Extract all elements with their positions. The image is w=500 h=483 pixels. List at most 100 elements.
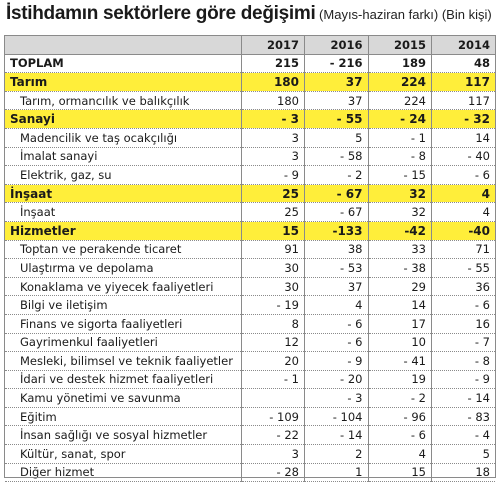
value-cell: -133 xyxy=(304,221,368,241)
row-label: Sanayi xyxy=(5,109,241,129)
table-row: Finans ve sigorta faaliyetleri 8- 6 17 16 xyxy=(5,314,495,334)
row-label: Mesleki, bilimsel ve teknik faaliyetler xyxy=(5,351,241,371)
value-cell: 180 xyxy=(240,72,305,92)
row-label: İdari ve destek hizmet faaliyetleri xyxy=(5,370,241,390)
value-cell: - 1 xyxy=(240,370,305,390)
table-row: İdari ve destek hizmet faaliyetleri - 1- … xyxy=(5,370,495,390)
value-cell: - 19 xyxy=(240,295,305,315)
value-cell: 3 xyxy=(240,147,305,167)
value-cell: - 2 xyxy=(367,388,432,408)
employment-table: 2017 2016 2015 2014 TOPLAM 215- 216 189 48 T… xyxy=(5,36,495,483)
value-cell: - 22 xyxy=(240,425,305,446)
sector-row: Sanayi - 3- 55- 24- 32 xyxy=(5,109,495,129)
value-cell: - 55 xyxy=(431,258,495,278)
title-subtitle: (Mayıs-haziran farkı) (Bin kişi) xyxy=(315,7,492,22)
value-cell: 38 xyxy=(304,240,368,260)
table-title: İstihdamın sektörlere göre değişimi (May… xyxy=(6,3,496,29)
value-cell: - 6 xyxy=(367,425,432,446)
table-row: İnşaat 25- 67 32 4 xyxy=(5,202,495,222)
value-cell: 10 xyxy=(367,333,432,353)
value-cell: 8 xyxy=(240,314,305,334)
value-cell: 20 xyxy=(240,351,305,371)
value-cell: - 14 xyxy=(431,388,495,408)
value-cell: - 40 xyxy=(431,147,495,167)
value-cell xyxy=(240,388,305,408)
value-cell: 224 xyxy=(367,91,432,111)
value-cell: 16 xyxy=(431,314,495,334)
table-row: Konaklama ve yiyecek faaliyetleri 30 37 29 3… xyxy=(5,277,495,297)
value-cell: 4 xyxy=(304,295,368,315)
value-cell: - 8 xyxy=(431,351,495,371)
value-cell: - 1 xyxy=(367,128,432,148)
value-cell: 4 xyxy=(431,202,495,222)
header-year: 2017 xyxy=(240,36,305,55)
table-row: Elektrik, gaz, su - 9- 2- 15- 6 xyxy=(5,165,495,185)
value-cell: -40 xyxy=(431,221,495,241)
value-cell: 117 xyxy=(431,91,495,111)
row-label: Gayrimenkul faaliyetleri xyxy=(5,333,241,353)
value-cell: 180 xyxy=(240,91,305,111)
value-cell: - 55 xyxy=(304,109,368,129)
value-cell: 37 xyxy=(304,72,368,92)
row-label: TOPLAM xyxy=(5,54,241,74)
value-cell: - 9 xyxy=(431,370,495,390)
value-cell: - 41 xyxy=(367,351,432,371)
row-label: Kültür, sanat, spor xyxy=(5,444,241,464)
row-label: İnşaat xyxy=(5,184,241,204)
value-cell: 5 xyxy=(304,128,368,148)
value-cell: 25 xyxy=(240,184,305,204)
row-label: Hizmetler xyxy=(5,221,241,241)
value-cell: - 20 xyxy=(304,370,368,390)
value-cell: - 6 xyxy=(431,165,495,185)
value-cell: - 96 xyxy=(367,407,432,427)
value-cell: 12 xyxy=(240,333,305,353)
table-body: TOPLAM 215- 216 189 48 Tarım 180 37 224 117 Tarım… xyxy=(5,54,495,483)
value-cell: 4 xyxy=(367,444,432,464)
row-label: Ulaştırma ve depolama xyxy=(5,258,241,278)
value-cell: - 104 xyxy=(304,407,368,427)
table-row: Ulaştırma ve depolama 30- 53- 38- 55 xyxy=(5,258,495,278)
row-label: Eğitim xyxy=(5,407,241,427)
value-cell: 117 xyxy=(431,72,495,92)
value-cell: - 8 xyxy=(367,147,432,167)
table-row: İnsan sağlığı ve sosyal hizmetler - 22- 1… xyxy=(5,425,495,446)
row-label: İnsan sağlığı ve sosyal hizmetler xyxy=(5,425,241,446)
value-cell: - 24 xyxy=(367,109,432,129)
table-row: Eğitim - 109- 104- 96- 83 xyxy=(5,407,495,427)
row-label: Kamu yönetimi ve savunma xyxy=(5,388,241,408)
value-cell: 4 xyxy=(431,184,495,204)
value-cell: - 6 xyxy=(304,314,368,334)
row-label: Elektrik, gaz, su xyxy=(5,165,241,185)
value-cell: - 216 xyxy=(304,54,368,74)
row-label: Finans ve sigorta faaliyetleri xyxy=(5,314,241,334)
value-cell: 3 xyxy=(240,444,305,464)
value-cell: 29 xyxy=(367,277,432,297)
value-cell: - 109 xyxy=(240,407,305,427)
table-row: Gayrimenkul faaliyetleri 12- 6 10- 7 xyxy=(5,333,495,353)
value-cell: 15 xyxy=(367,463,432,483)
sector-row: Hizmetler 15 -133 -42 -40 xyxy=(5,221,495,241)
value-cell: - 67 xyxy=(304,202,368,222)
value-cell: - 83 xyxy=(431,407,495,427)
sector-row: Tarım 180 37 224 117 xyxy=(5,72,495,92)
table-row: Kültür, sanat, spor 3 2 4 5 xyxy=(5,444,495,464)
row-label: Bilgi ve iletişim xyxy=(5,295,241,315)
value-cell: - 9 xyxy=(304,351,368,371)
table-row: İmalat sanayi 3- 58- 8- 40 xyxy=(5,147,495,167)
table-row: Tarım, ormancılık ve balıkçılık 180 37 224 1… xyxy=(5,91,495,111)
value-cell: 71 xyxy=(431,240,495,260)
table-row: Mesleki, bilimsel ve teknik faaliyetler 2… xyxy=(5,351,495,371)
header-year: 2016 xyxy=(304,36,368,55)
sector-row: İnşaat 25- 67 32 4 xyxy=(5,184,495,204)
title-main: İstihdamın sektörlere göre değişimi xyxy=(6,3,316,24)
table-row: Toptan ve perakende ticaret 91 38 33 71 xyxy=(5,240,495,260)
total-row: TOPLAM 215- 216 189 48 xyxy=(5,54,495,74)
value-cell: -42 xyxy=(367,221,432,241)
row-label: Tarım xyxy=(5,72,241,92)
table-row: Diğer hizmet - 28 1 15 18 xyxy=(5,463,495,483)
header-row: 2017 2016 2015 2014 xyxy=(5,36,495,55)
value-cell: - 32 xyxy=(431,109,495,129)
header-year: 2014 xyxy=(431,36,495,55)
value-cell: - 67 xyxy=(304,184,368,204)
table-row: Kamu yönetimi ve savunma - 3- 2- 14 xyxy=(5,388,495,408)
